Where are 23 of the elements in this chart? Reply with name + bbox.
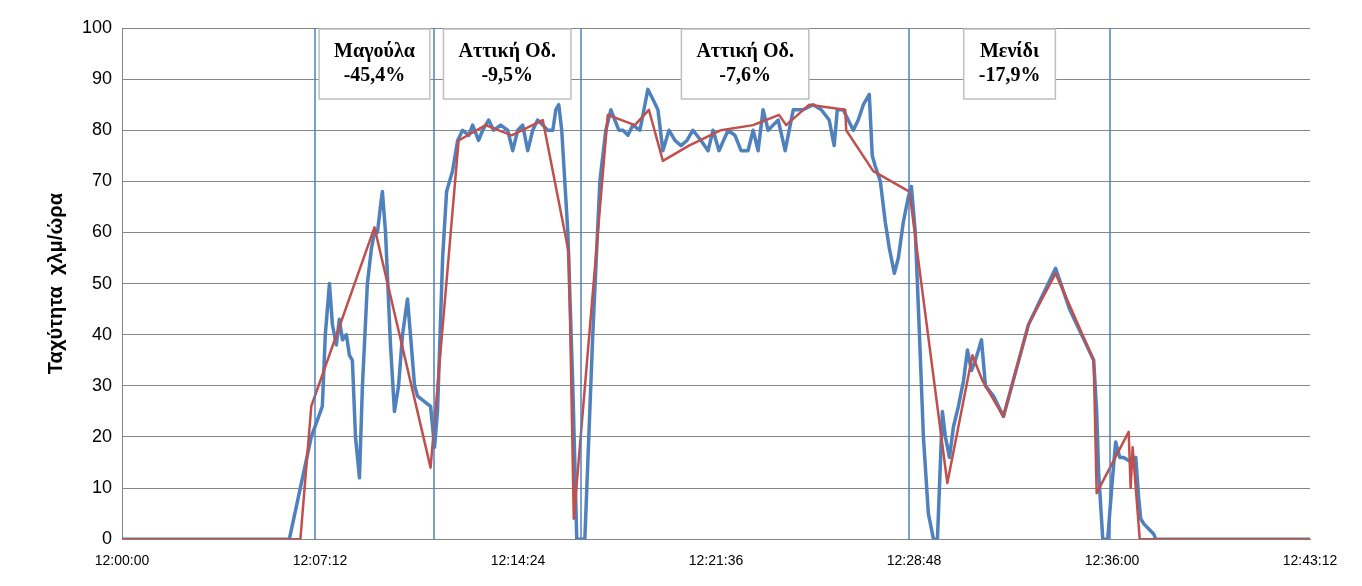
annotation: Αττική Οδ. -7,6% [696,39,794,86]
x-tick-label: 12:07:12 [292,552,348,569]
y-tick-label: 60 [92,221,113,242]
y-tick-label: 10 [92,477,113,498]
y-tick-label: 80 [92,119,113,140]
y-tick-label: 100 [81,16,113,37]
y-tick-label: 30 [92,374,113,395]
y-tick-label: 0 [102,528,113,549]
annotation: Μενίδι -17,9% [978,39,1041,86]
y-tick-label: 40 [92,323,113,344]
x-tick-label: 12:36:00 [1084,552,1140,569]
annotation: Μαγούλα -45,4% [334,39,415,86]
x-tick-label: 12:28:48 [886,552,942,569]
x-tick-label: 12:43:12 [1282,552,1338,569]
y-tick-label: 20 [92,425,113,446]
x-tick-label: 12:21:36 [688,552,744,569]
y-tick-label: 90 [92,68,113,89]
y-tick-label: 50 [92,272,113,293]
annotation: Αττική Οδ. -9,5% [458,39,556,86]
x-tick-label: 12:00:00 [94,552,150,569]
y-axis-title: Ταχύτητα χλμ/ώρα [43,192,66,375]
x-tick-label: 12:14:24 [490,552,546,569]
y-tick-label: 70 [92,170,113,191]
